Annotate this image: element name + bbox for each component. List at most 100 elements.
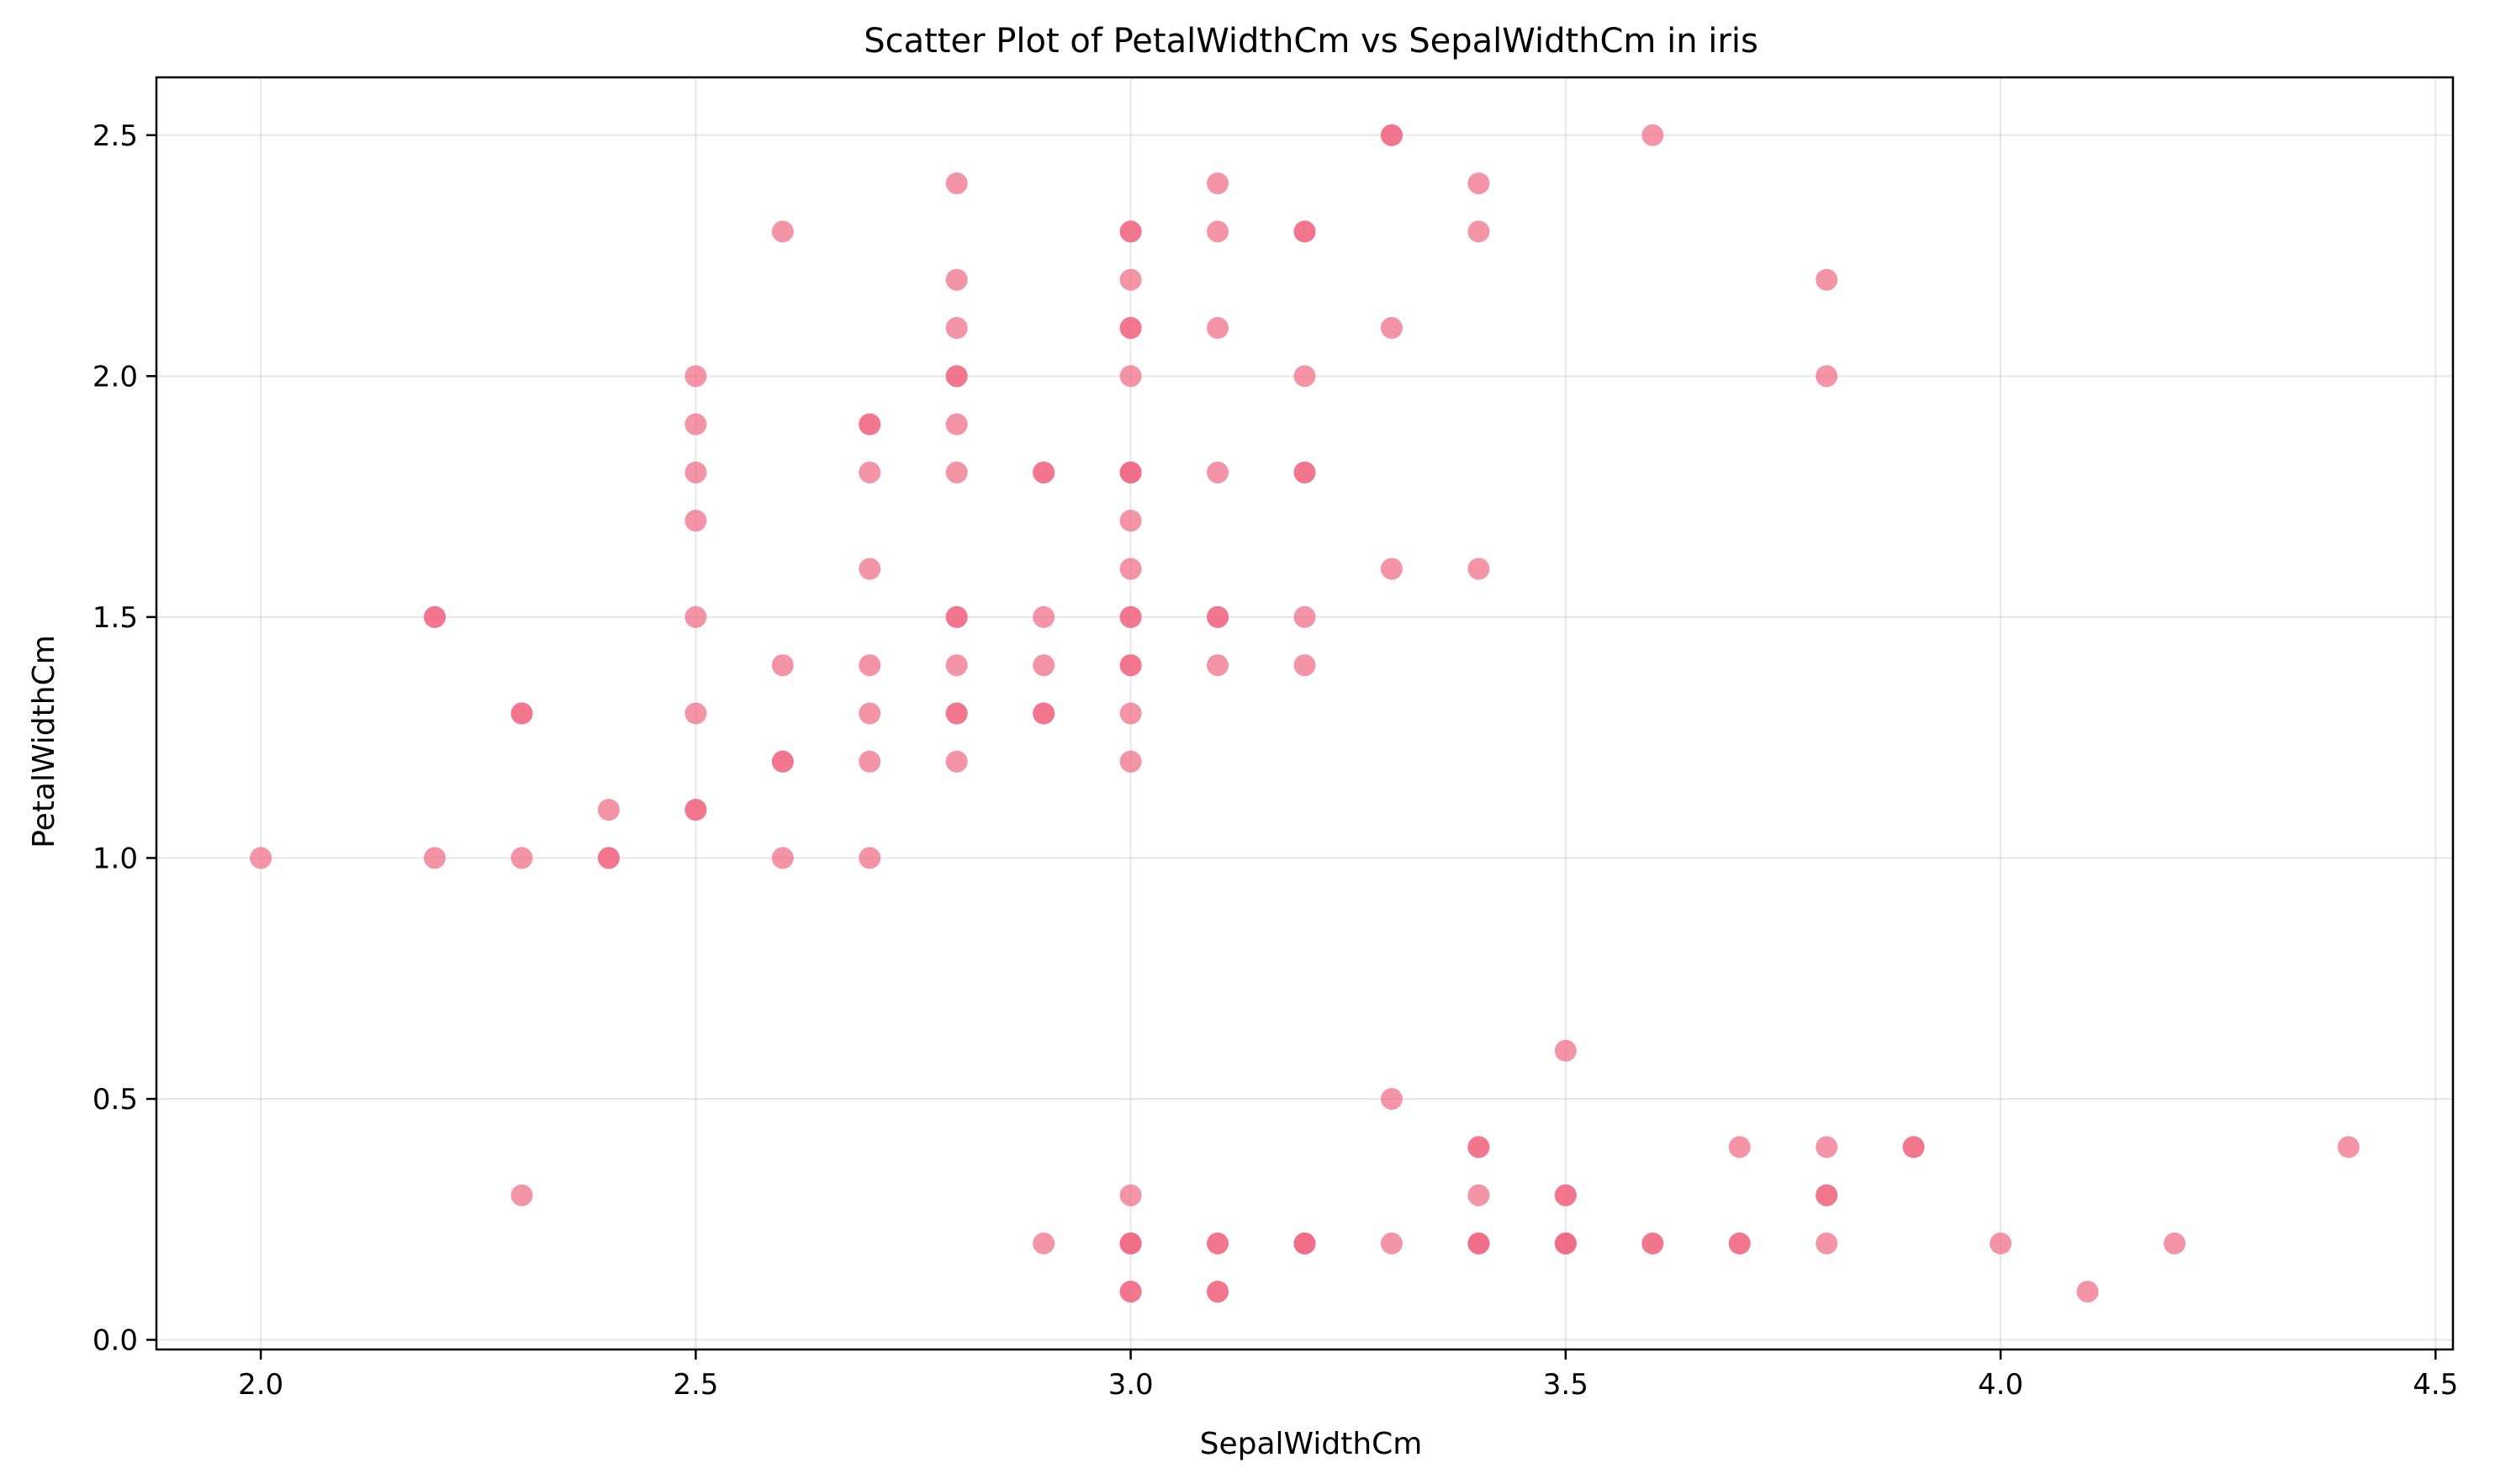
data-point — [1207, 317, 1229, 340]
data-point — [1816, 365, 1838, 388]
data-point — [1467, 1232, 1490, 1254]
data-point — [510, 702, 533, 725]
data-point — [1207, 1232, 1229, 1254]
data-point — [859, 413, 881, 436]
data-point — [685, 799, 707, 821]
data-point — [859, 750, 881, 773]
data-point — [1207, 172, 1229, 195]
data-point — [1207, 220, 1229, 243]
data-point — [1554, 1039, 1577, 1062]
plot-area-frame — [155, 76, 2455, 1351]
data-point — [1728, 1232, 1751, 1254]
data-point — [945, 413, 968, 436]
y-tick-label: 1.5 — [93, 601, 138, 635]
data-point — [1119, 317, 1142, 340]
data-point — [1119, 268, 1142, 291]
data-point — [685, 365, 707, 388]
data-point — [1033, 1232, 1055, 1254]
data-point — [771, 220, 794, 243]
x-tick-label: 3.0 — [1108, 1368, 1154, 1402]
data-point — [1293, 1232, 1316, 1254]
data-point — [1119, 220, 1142, 243]
data-point — [1119, 510, 1142, 532]
data-point — [597, 847, 620, 869]
data-point — [1816, 1232, 1838, 1254]
data-point — [1467, 1136, 1490, 1159]
data-point — [685, 702, 707, 725]
data-point — [1119, 750, 1142, 773]
data-point — [424, 847, 447, 869]
x-axis-label: SepalWidthCm — [1200, 1427, 1423, 1461]
data-point — [424, 605, 447, 628]
data-point — [945, 461, 968, 483]
data-point — [1119, 1232, 1142, 1254]
data-point — [1380, 124, 1403, 146]
axis-ticks: 2.0 2.5 3.0 3.5 4.0 4.5 0.0 0.5 1.0 1.5 2.0 2.5 — [93, 119, 2458, 1402]
data-point — [597, 799, 620, 821]
data-point — [1119, 1281, 1142, 1303]
data-point — [1728, 1136, 1751, 1159]
data-point — [859, 847, 881, 869]
data-point — [685, 413, 707, 436]
data-point — [1033, 605, 1055, 628]
data-point — [771, 654, 794, 677]
data-point — [1467, 172, 1490, 195]
data-points — [250, 124, 2360, 1303]
data-point — [1033, 654, 1055, 677]
x-tick-label: 4.5 — [2413, 1368, 2458, 1402]
data-point — [945, 654, 968, 677]
data-point — [771, 847, 794, 869]
data-point — [1380, 317, 1403, 340]
data-point — [859, 557, 881, 580]
data-point — [945, 365, 968, 388]
data-point — [1467, 1184, 1490, 1207]
data-point — [1293, 220, 1316, 243]
data-point — [2076, 1281, 2099, 1303]
data-point — [1293, 365, 1316, 388]
data-point — [1816, 1136, 1838, 1159]
chart-title: Scatter Plot of PetalWidthCm vs SepalWid… — [864, 22, 1758, 61]
data-point — [2163, 1232, 2186, 1254]
y-tick-label: 0.5 — [93, 1083, 138, 1117]
data-point — [859, 461, 881, 483]
data-point — [510, 1184, 533, 1207]
data-point — [1207, 1281, 1229, 1303]
data-point — [1467, 220, 1490, 243]
data-point — [1990, 1232, 2012, 1254]
data-point — [2337, 1136, 2360, 1159]
data-point — [250, 847, 272, 869]
data-point — [1207, 654, 1229, 677]
data-point — [1554, 1184, 1577, 1207]
data-point — [945, 172, 968, 195]
x-tick-label: 3.5 — [1543, 1368, 1588, 1402]
y-tick-label: 0.0 — [93, 1324, 138, 1358]
data-point — [1119, 605, 1142, 628]
data-point — [1119, 557, 1142, 580]
data-point — [1293, 605, 1316, 628]
data-point — [945, 702, 968, 725]
data-point — [859, 654, 881, 677]
y-axis-label: PetalWidthCm — [27, 635, 61, 848]
y-tick-label: 2.5 — [93, 119, 138, 153]
data-point — [685, 461, 707, 483]
data-point — [1119, 1184, 1142, 1207]
data-point — [1816, 268, 1838, 291]
data-point — [1641, 124, 1664, 146]
data-point — [945, 268, 968, 291]
data-point — [1380, 1232, 1403, 1254]
data-point — [1293, 654, 1316, 677]
x-tick-label: 2.5 — [673, 1368, 718, 1402]
data-point — [1380, 557, 1403, 580]
data-point — [1554, 1232, 1577, 1254]
data-point — [1816, 1184, 1838, 1207]
x-tick-label: 2.0 — [238, 1368, 283, 1402]
data-point — [1119, 461, 1142, 483]
data-point — [685, 510, 707, 532]
data-point — [1207, 605, 1229, 628]
data-point — [685, 605, 707, 628]
data-point — [1119, 654, 1142, 677]
data-point — [945, 605, 968, 628]
data-point — [1293, 461, 1316, 483]
data-point — [1902, 1136, 1925, 1159]
